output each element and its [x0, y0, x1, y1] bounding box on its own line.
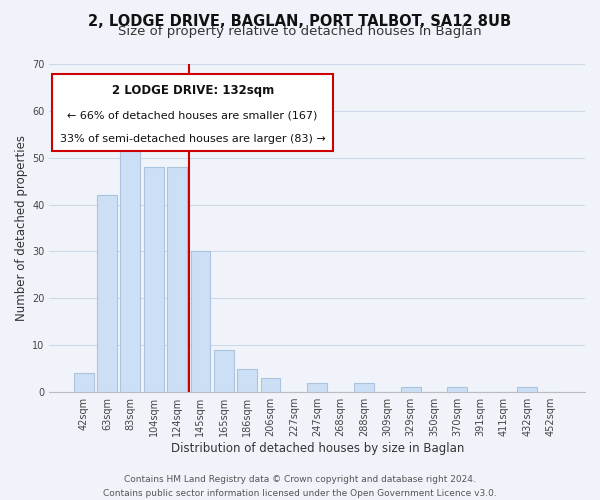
Bar	[214, 350, 234, 392]
Text: ← 66% of detached houses are smaller (167): ← 66% of detached houses are smaller (16…	[67, 110, 318, 120]
Text: 2 LODGE DRIVE: 132sqm: 2 LODGE DRIVE: 132sqm	[112, 84, 274, 98]
Bar	[260, 378, 280, 392]
Bar	[121, 125, 140, 392]
X-axis label: Distribution of detached houses by size in Baglan: Distribution of detached houses by size …	[170, 442, 464, 455]
Text: Contains HM Land Registry data © Crown copyright and database right 2024.
Contai: Contains HM Land Registry data © Crown c…	[103, 476, 497, 498]
Y-axis label: Number of detached properties: Number of detached properties	[15, 135, 28, 321]
Bar	[97, 195, 117, 392]
Bar	[144, 167, 164, 392]
FancyBboxPatch shape	[52, 74, 333, 151]
Bar	[237, 368, 257, 392]
Bar	[191, 252, 211, 392]
Bar	[167, 167, 187, 392]
Bar	[307, 382, 327, 392]
Text: Size of property relative to detached houses in Baglan: Size of property relative to detached ho…	[118, 25, 482, 38]
Bar	[448, 388, 467, 392]
Bar	[401, 388, 421, 392]
Text: 2, LODGE DRIVE, BAGLAN, PORT TALBOT, SA12 8UB: 2, LODGE DRIVE, BAGLAN, PORT TALBOT, SA1…	[88, 14, 512, 29]
Text: 33% of semi-detached houses are larger (83) →: 33% of semi-detached houses are larger (…	[60, 134, 326, 143]
Bar	[354, 382, 374, 392]
Bar	[517, 388, 538, 392]
Bar	[74, 374, 94, 392]
